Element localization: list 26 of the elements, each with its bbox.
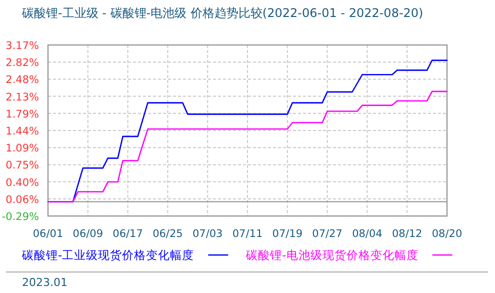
y-tick-label: -0.29% [2,211,40,223]
y-tick-label: 0.06% [6,194,40,206]
y-tick-label: 2.13% [6,91,40,104]
x-tick-label: 07/27 [312,228,342,240]
x-tick-label: 08/12 [392,228,422,240]
x-tick-label: 07/03 [192,228,223,240]
chart-title: 碳酸锂-工业级 - 碳酸锂-电池级 价格趋势比较(2022-06-01 - 2022-08-20) [21,6,424,20]
text: 2023.01 [22,276,68,289]
x-tick-label: 07/19 [272,228,303,240]
y-tick-label: 1.44% [6,126,40,138]
x-tick-label: 08/04 [352,228,383,240]
x-tick-label: 06/17 [112,228,143,240]
y-tick-label: 3.17% [6,40,40,52]
y-tick-label: 2.48% [6,74,40,86]
legend-label: 碳酸锂-电池级现货价格变化幅度 [245,248,418,262]
x-tick-label: 06/01 [32,228,64,240]
y-tick-label: 1.79% [6,108,40,120]
x-tick-label: 06/09 [72,228,104,240]
x-tick-label: 08/20 [432,228,462,240]
y-tick-label: 1.09% [6,142,40,155]
x-tick-label: 06/25 [152,228,183,240]
y-tick-label: 0.40% [6,176,40,189]
y-tick-label: 2.82% [6,57,40,70]
y-tick-label: 0.75% [6,160,40,172]
x-tick-label: 07/11 [232,228,263,240]
legend-label: 碳酸锂-工业级现货价格变化幅度 [21,248,194,262]
